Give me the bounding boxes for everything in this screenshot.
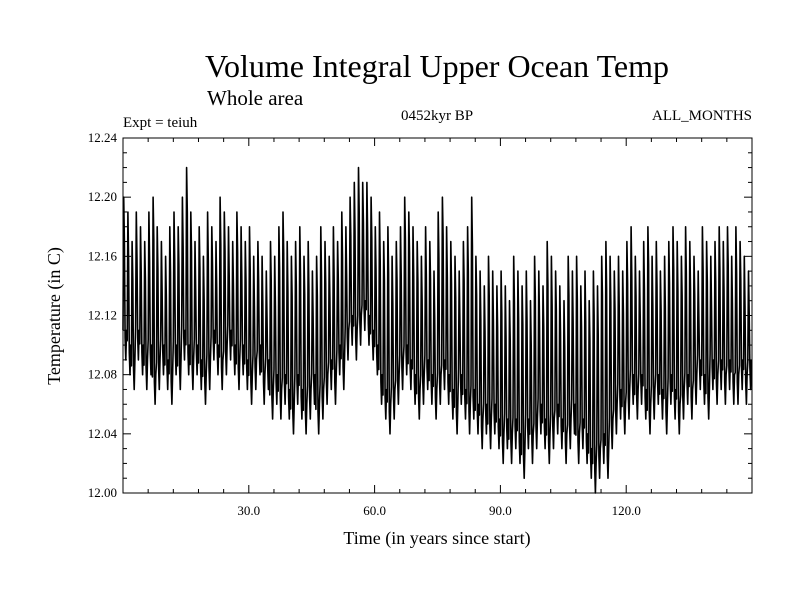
y-tick-label: 12.20 [88,189,117,204]
months-label: ALL_MONTHS [652,108,752,124]
x-axis-label: Time (in years since start) [343,528,530,549]
experiment-label: Expt = teiuh [123,115,198,131]
x-tick-label: 30.0 [237,503,260,518]
period-label: 0452kyr BP [401,108,473,124]
y-axis-label: Temperature (in C) [44,247,65,385]
series-line [122,166,753,494]
y-tick-label: 12.24 [88,130,118,145]
chart-subtitle: Whole area [207,86,304,110]
y-tick-label: 12.16 [88,248,118,263]
x-tick-label: 90.0 [489,503,512,518]
y-tick-label: 12.00 [88,485,117,500]
x-tick-label: 60.0 [363,503,386,518]
chart-title: Volume Integral Upper Ocean Temp [205,48,669,84]
axis-layer: 12.00 12.04 12.08 12.12 12.16 12.20 12.24 30.0 6… [88,130,753,518]
y-tick-label: 12.08 [88,367,117,382]
series-layer [122,166,753,494]
y-tick-label: 12.04 [88,426,118,441]
y-tick-label: 12.12 [88,308,117,323]
x-tick-label: 120.0 [612,503,641,518]
